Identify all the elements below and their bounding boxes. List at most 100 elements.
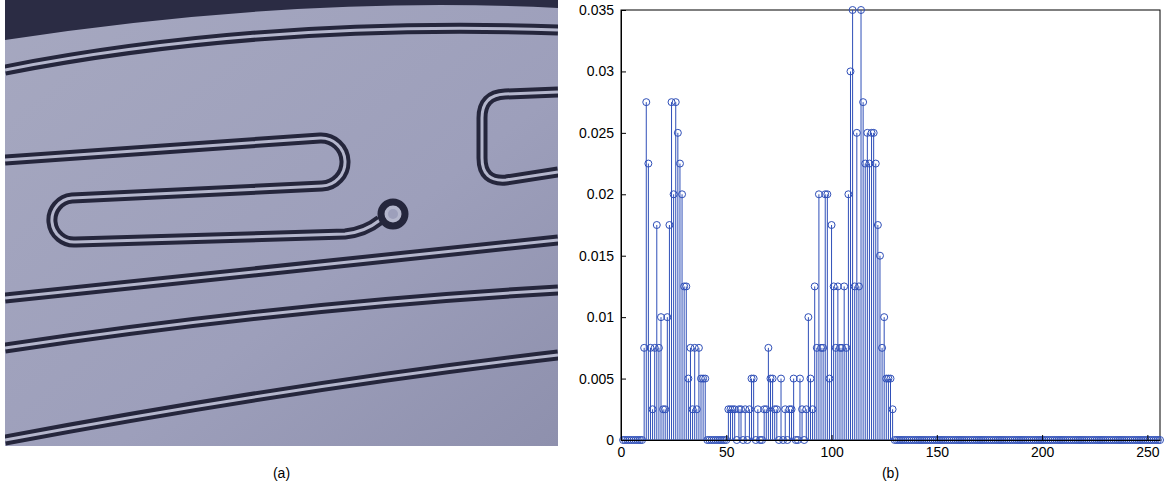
stem (837, 286, 838, 440)
tick: 0.01 (587, 309, 626, 325)
photo-background (5, 0, 558, 446)
stem-marker (765, 344, 772, 351)
stem-marker (702, 375, 709, 382)
stem (698, 348, 699, 440)
stem (684, 286, 685, 440)
stem (669, 225, 670, 440)
stem (728, 409, 729, 440)
stem-marker (872, 160, 879, 167)
stem-marker (824, 191, 831, 198)
tick-label: 0.02 (587, 186, 614, 202)
stem-marker (769, 375, 776, 382)
stem-marker (674, 129, 681, 136)
stem-marker (805, 314, 812, 321)
stem (696, 409, 697, 440)
stem (806, 409, 807, 440)
stem (650, 348, 651, 440)
stem-marker (683, 283, 690, 290)
stem (694, 348, 695, 440)
stem (871, 133, 872, 440)
photo-channel (5, 28, 558, 70)
photo-channel-core (5, 355, 558, 440)
stem (661, 317, 662, 440)
stem (869, 164, 870, 440)
stem (745, 409, 746, 440)
stem (764, 409, 765, 440)
stem (656, 225, 657, 440)
stem-marker (655, 344, 662, 351)
photo-channel-core (482, 92, 558, 180)
stem (886, 379, 887, 440)
tick: 0.005 (579, 371, 626, 387)
stem-marker (855, 283, 862, 290)
stem-marker (876, 252, 883, 259)
stem (848, 194, 849, 440)
tick-label: 0.015 (579, 248, 614, 264)
stem-marker (746, 406, 753, 413)
stem (789, 409, 790, 440)
tick-mark (621, 10, 626, 11)
stem (679, 164, 680, 440)
stem-marker (809, 406, 816, 413)
stem-marker (879, 344, 886, 351)
tick-label: 0.005 (579, 371, 614, 387)
tick-mark (621, 317, 626, 318)
tick: 150 (926, 435, 950, 460)
stem (644, 348, 645, 440)
stem (705, 379, 706, 440)
stem (703, 379, 704, 440)
stem-marker (820, 344, 827, 351)
stem-marker (860, 99, 867, 106)
stem-marker (693, 406, 700, 413)
stem (827, 194, 828, 440)
axis-line (622, 440, 1161, 441)
stem (768, 348, 769, 440)
tick-mark (937, 435, 938, 440)
tick-mark (621, 256, 626, 257)
stem (850, 71, 851, 440)
stem-marker (649, 406, 656, 413)
stem (818, 194, 819, 440)
tick-mark (1042, 435, 1043, 440)
stem-marker (845, 191, 852, 198)
photo-port (381, 202, 405, 226)
stem (766, 409, 767, 440)
photo-channel (5, 355, 558, 440)
stem (854, 286, 855, 440)
stem-marker (796, 375, 803, 382)
stem (648, 164, 649, 440)
stem (861, 10, 862, 440)
tick: 0 (606, 432, 626, 448)
stem (665, 409, 666, 440)
stem (856, 133, 857, 440)
stem (667, 317, 668, 440)
tick-label: 0.035 (579, 2, 614, 18)
stem-marker (881, 314, 888, 321)
stem-marker (778, 375, 785, 382)
tick-label: 150 (926, 444, 950, 460)
stem-marker (841, 283, 848, 290)
tick: 200 (1031, 435, 1055, 460)
stem (875, 164, 876, 440)
stem-marker (670, 191, 677, 198)
stem-marker (643, 99, 650, 106)
stem (867, 133, 868, 440)
tick-label: 100 (820, 444, 844, 460)
axis-line (621, 11, 622, 441)
stem-marker (773, 406, 780, 413)
tick-label: 50 (719, 444, 735, 460)
tick-mark (1147, 435, 1148, 440)
stem (757, 409, 758, 440)
stem (873, 133, 874, 440)
stem (749, 409, 750, 440)
stems (620, 7, 1164, 444)
stem-marker (826, 375, 833, 382)
photo-channel-core (5, 240, 558, 298)
stem (654, 348, 655, 440)
tick: 0.015 (579, 248, 626, 264)
tick: 0.035 (579, 2, 626, 18)
photo-channel (5, 240, 558, 298)
y-axis: 00.0050.010.0150.020.0250.030.035 (579, 2, 626, 448)
photo-channel-core (5, 28, 558, 70)
tick-label: 0.01 (587, 309, 614, 325)
